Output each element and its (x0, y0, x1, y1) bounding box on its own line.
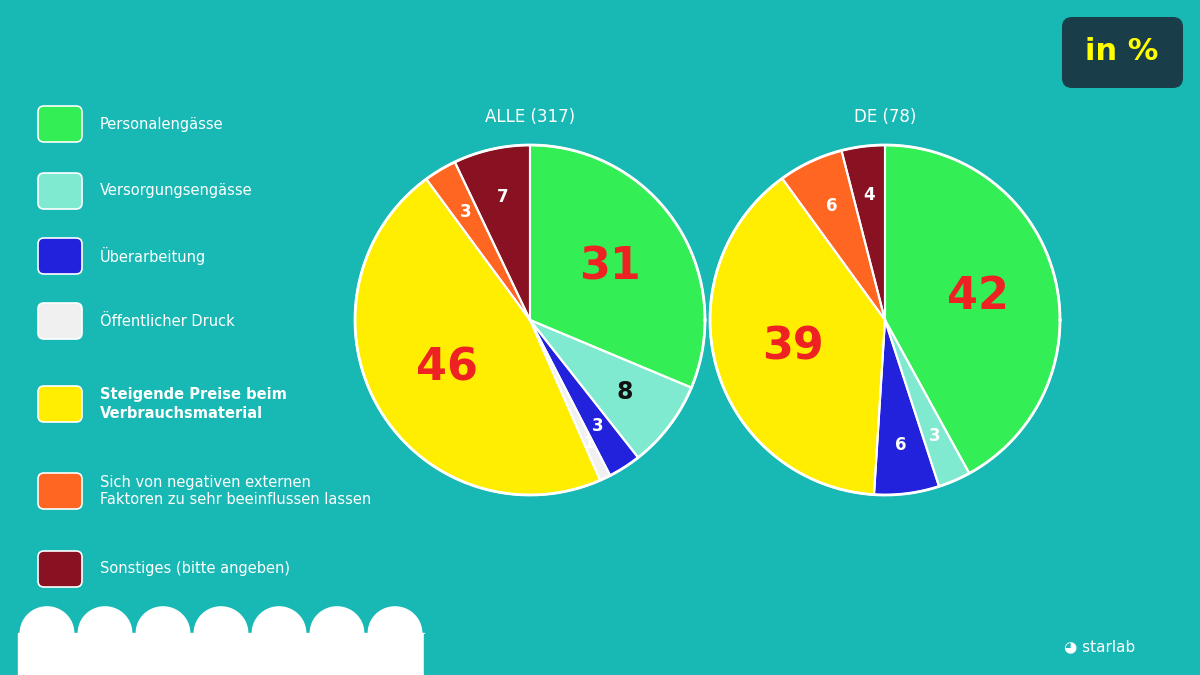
Polygon shape (78, 607, 132, 633)
FancyBboxPatch shape (38, 386, 82, 422)
Text: 6: 6 (826, 197, 838, 215)
Text: 4: 4 (863, 186, 875, 204)
Text: Überarbeitung: Überarbeitung (100, 247, 206, 265)
Polygon shape (530, 145, 704, 387)
FancyBboxPatch shape (38, 473, 82, 509)
Polygon shape (368, 607, 421, 633)
Text: 7: 7 (497, 188, 508, 206)
FancyBboxPatch shape (38, 551, 82, 587)
Polygon shape (886, 145, 1060, 473)
Polygon shape (426, 162, 530, 320)
Text: Verbrauchsmaterial: Verbrauchsmaterial (100, 406, 263, 421)
Text: ALLE (317): ALLE (317) (485, 108, 575, 126)
Text: 31: 31 (580, 245, 641, 288)
Text: 6: 6 (895, 436, 906, 454)
FancyBboxPatch shape (38, 106, 82, 142)
Text: 1: 1 (583, 436, 594, 451)
Text: Versorgungsengässe: Versorgungsengässe (100, 184, 253, 198)
Text: 3: 3 (593, 417, 604, 435)
Text: Faktoren zu sehr beeinflussen lassen: Faktoren zu sehr beeinflussen lassen (100, 493, 371, 508)
Polygon shape (530, 320, 610, 481)
FancyBboxPatch shape (1062, 17, 1183, 88)
Text: Sonstiges (bitte angeben): Sonstiges (bitte angeben) (100, 562, 290, 576)
Text: 42: 42 (947, 275, 1009, 317)
Polygon shape (20, 607, 73, 633)
Text: in %: in % (1085, 38, 1159, 67)
Text: DE (78): DE (78) (854, 108, 916, 126)
FancyBboxPatch shape (38, 173, 82, 209)
FancyBboxPatch shape (8, 8, 1192, 667)
Polygon shape (710, 178, 886, 495)
Polygon shape (252, 607, 306, 633)
Polygon shape (137, 607, 190, 633)
Text: 8: 8 (617, 380, 632, 404)
Polygon shape (455, 145, 530, 320)
Text: Steigende Preise beim: Steigende Preise beim (100, 387, 287, 402)
Polygon shape (311, 607, 364, 633)
Text: Personalengässe: Personalengässe (100, 117, 223, 132)
Text: 3: 3 (460, 203, 472, 221)
Polygon shape (841, 145, 886, 320)
Text: Sich von negativen externen: Sich von negativen externen (100, 475, 311, 489)
Text: 46: 46 (415, 347, 478, 389)
Polygon shape (530, 320, 638, 476)
Polygon shape (874, 320, 940, 495)
Polygon shape (886, 320, 970, 487)
Polygon shape (530, 320, 691, 458)
Polygon shape (355, 179, 600, 495)
Text: 3: 3 (929, 427, 941, 445)
FancyBboxPatch shape (38, 238, 82, 274)
Text: Öffentlicher Druck: Öffentlicher Druck (100, 313, 235, 329)
Polygon shape (194, 607, 247, 633)
Text: 39: 39 (762, 325, 823, 369)
FancyBboxPatch shape (38, 303, 82, 339)
Text: ◕ starlab: ◕ starlab (1064, 639, 1135, 655)
Polygon shape (782, 151, 886, 320)
